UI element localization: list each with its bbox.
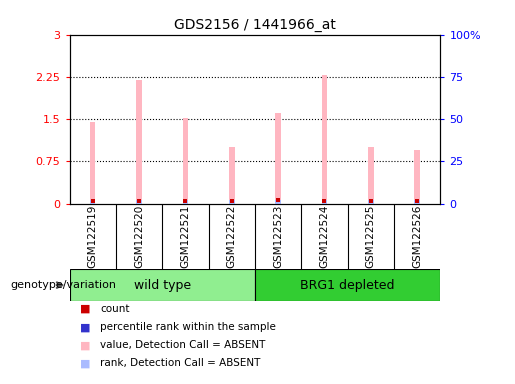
Text: GSM122525: GSM122525 <box>366 204 376 268</box>
Text: wild type: wild type <box>134 279 191 291</box>
Text: GSM122520: GSM122520 <box>134 205 144 268</box>
Bar <box>415 200 420 204</box>
Text: BRG1 depleted: BRG1 depleted <box>300 279 395 291</box>
Bar <box>229 200 234 204</box>
Text: GSM122523: GSM122523 <box>273 204 283 268</box>
Text: count: count <box>100 304 130 314</box>
Bar <box>276 113 281 204</box>
Bar <box>136 200 142 204</box>
Text: ■: ■ <box>80 304 90 314</box>
Bar <box>183 200 188 204</box>
Text: value, Detection Call = ABSENT: value, Detection Call = ABSENT <box>100 340 266 350</box>
Bar <box>322 200 327 204</box>
Text: GSM122519: GSM122519 <box>88 204 98 268</box>
Bar <box>368 147 373 204</box>
Bar <box>136 79 142 204</box>
Bar <box>183 118 188 204</box>
Text: ■: ■ <box>80 322 90 332</box>
Text: genotype/variation: genotype/variation <box>10 280 116 290</box>
Text: GSM122522: GSM122522 <box>227 204 237 268</box>
Bar <box>322 75 327 204</box>
Text: rank, Detection Call = ABSENT: rank, Detection Call = ABSENT <box>100 358 261 368</box>
Bar <box>368 200 373 204</box>
Text: GSM122526: GSM122526 <box>412 204 422 268</box>
Text: percentile rank within the sample: percentile rank within the sample <box>100 322 277 332</box>
Bar <box>90 122 95 204</box>
Bar <box>90 200 95 204</box>
Bar <box>276 200 281 204</box>
Bar <box>415 150 420 204</box>
Title: GDS2156 / 1441966_at: GDS2156 / 1441966_at <box>174 18 336 32</box>
Text: ■: ■ <box>80 358 90 368</box>
Bar <box>70 269 255 301</box>
Text: ■: ■ <box>80 340 90 350</box>
Text: GSM122521: GSM122521 <box>180 204 191 268</box>
Text: GSM122524: GSM122524 <box>319 204 330 268</box>
Bar <box>229 147 234 204</box>
Bar <box>255 269 440 301</box>
